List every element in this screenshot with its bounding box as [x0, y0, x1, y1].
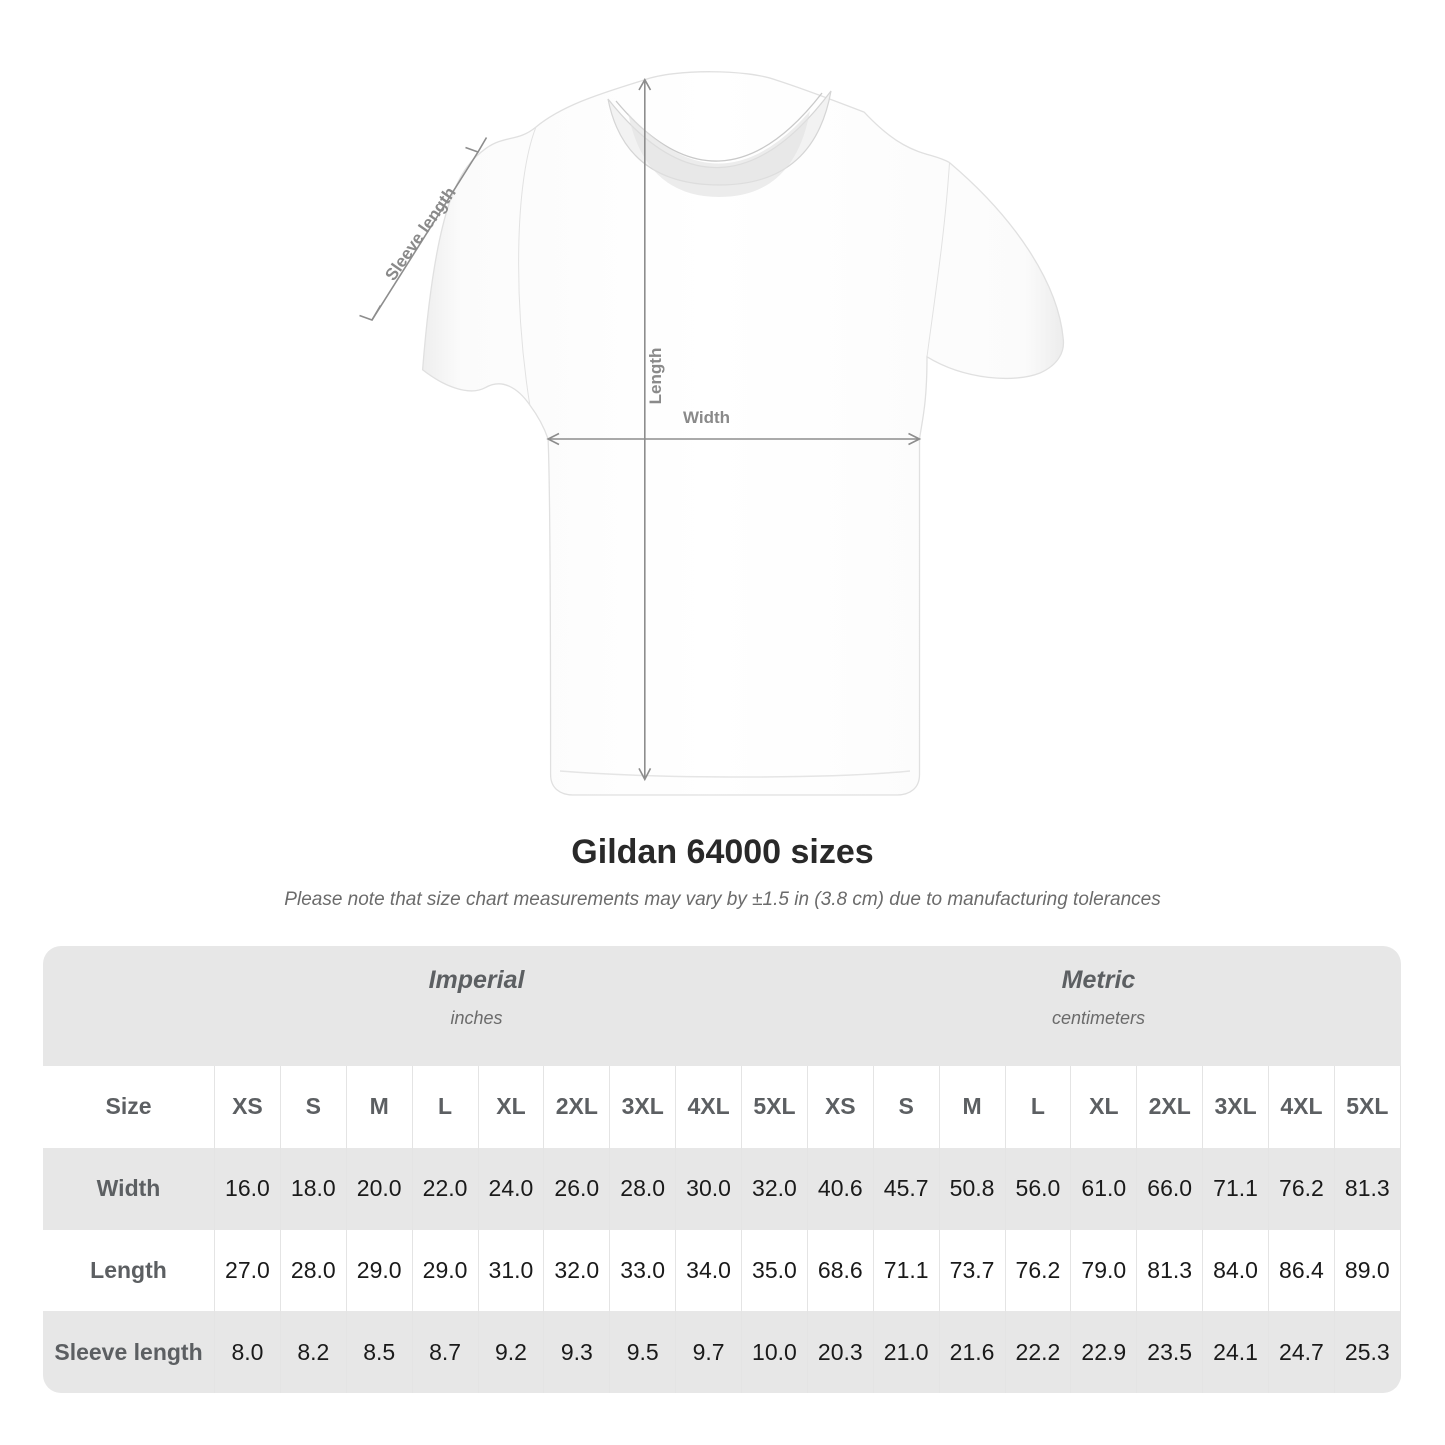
svg-text:Width: Width — [683, 408, 730, 427]
svg-text:Length: Length — [646, 348, 665, 405]
